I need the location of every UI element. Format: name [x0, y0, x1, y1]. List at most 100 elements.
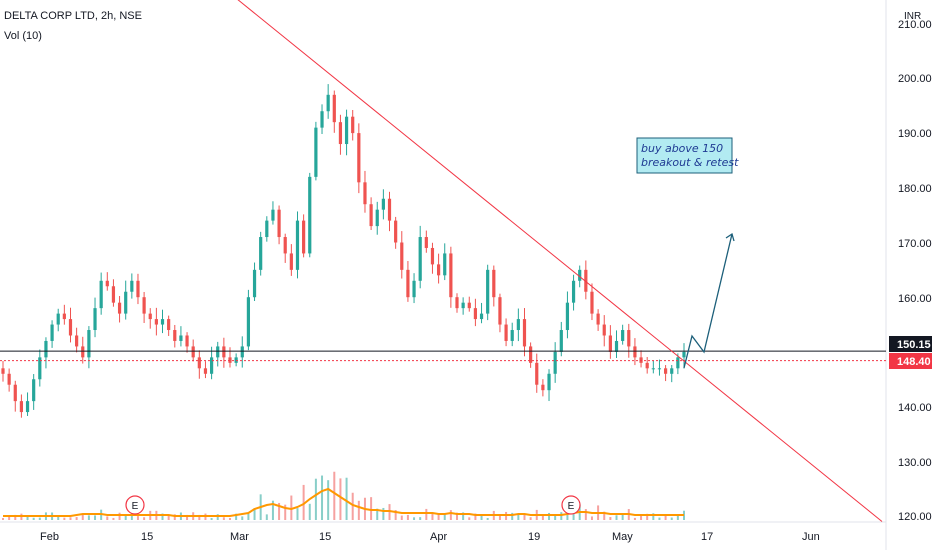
candle-body — [326, 94, 330, 112]
x-tick-label: May — [612, 531, 633, 543]
candle-body — [498, 297, 502, 325]
candle-body — [148, 313, 152, 320]
candle-body — [295, 220, 300, 270]
candle-body — [216, 346, 220, 358]
volume-indicator-label[interactable]: Vol (10) — [4, 30, 42, 42]
volume-bar — [388, 504, 391, 520]
volume-bar — [419, 517, 422, 520]
volume-bar — [38, 517, 41, 520]
volume-bar — [87, 515, 90, 520]
candle-body — [87, 330, 91, 358]
volume-bar — [118, 512, 121, 520]
volume-bar — [498, 515, 501, 520]
candle-body — [277, 209, 281, 238]
candle-body — [271, 209, 275, 221]
volume-bar — [443, 514, 446, 520]
volume-bar — [425, 508, 428, 520]
candle-body — [406, 269, 410, 298]
earnings-marker[interactable]: E — [561, 495, 581, 515]
volume-bar — [308, 503, 311, 520]
time-axis[interactable]: Feb 15 Mar 15 Apr 19 May 17 Jun — [40, 531, 820, 543]
volume-bar — [314, 478, 317, 520]
level-price-tag[interactable]: 150.15 — [889, 336, 932, 352]
volume-bar — [413, 517, 416, 520]
arrow-head — [725, 232, 735, 242]
x-tick-label: Mar — [230, 531, 249, 543]
volume-bar — [376, 508, 379, 520]
candle-body — [320, 111, 324, 128]
candle-body — [510, 330, 514, 341]
symbol-title[interactable]: DELTA CORP LTD, 2h, NSE — [4, 10, 142, 22]
x-tick-label: Apr — [430, 531, 447, 543]
volume-bar — [26, 515, 29, 520]
volume-bar — [136, 516, 139, 520]
descending-trendline[interactable] — [200, 0, 883, 522]
x-tick-label: 17 — [701, 531, 713, 543]
volume-bar — [265, 514, 268, 520]
candle-body — [32, 379, 36, 402]
candle-body — [424, 237, 428, 248]
candle-body — [676, 357, 680, 369]
volume-bar — [474, 513, 477, 520]
volume-bar — [296, 508, 299, 520]
volume-bar — [658, 517, 661, 520]
candle-body — [142, 297, 146, 314]
volume-bar — [63, 517, 66, 520]
volume-bar — [210, 518, 213, 520]
candle-body — [191, 346, 195, 358]
volume-bar — [106, 516, 109, 520]
candle-body — [124, 291, 128, 314]
volume-bar — [229, 518, 231, 520]
volume-bar — [351, 492, 354, 520]
candle-body — [246, 297, 251, 347]
candle-body — [369, 204, 373, 227]
candle-body — [553, 351, 557, 374]
candle-body — [179, 335, 183, 341]
volume-bar — [449, 510, 452, 520]
note-line-2: breakout & retest — [641, 156, 739, 169]
projection-arrow[interactable] — [683, 233, 733, 369]
last-price-tag[interactable]: 148.40 — [889, 353, 932, 369]
x-tick-label: 19 — [528, 531, 540, 543]
volume-bar — [69, 517, 72, 520]
volume-bar — [548, 512, 551, 520]
volume-bar — [431, 513, 434, 520]
candle-body — [68, 319, 73, 336]
volume-bar — [278, 502, 281, 520]
volume-bar — [235, 513, 238, 520]
y-tick-label: 190.00 — [898, 128, 932, 140]
volume-bar — [2, 518, 4, 520]
x-tick-label: Feb — [40, 531, 59, 543]
volume-bar — [143, 517, 146, 520]
volume-bar — [345, 477, 348, 520]
earnings-marker[interactable]: E — [125, 495, 145, 515]
volume-bar — [167, 515, 170, 520]
volume-bar — [468, 517, 471, 520]
note-callout[interactable]: buy above 150 breakout & retest — [636, 137, 739, 174]
volume-bar — [511, 512, 514, 520]
volume-bar — [621, 514, 624, 520]
y-tick-label: 130.00 — [898, 457, 932, 469]
currency-label: INR — [904, 11, 921, 22]
volume-bar — [646, 513, 649, 520]
volume-bar — [640, 514, 643, 520]
volume-bar — [112, 517, 115, 520]
level-price-text: 150.15 — [897, 339, 931, 351]
volume-bar — [406, 514, 409, 520]
candle-body — [136, 280, 140, 298]
volume-bar — [652, 513, 655, 520]
candle-body — [535, 362, 539, 385]
candle-body — [99, 280, 103, 309]
candle-body — [332, 94, 336, 123]
candle-body — [105, 280, 109, 287]
volume-bar — [222, 517, 225, 520]
price-axis[interactable]: 120.00 130.00 140.00 160.00 170.00 180.0… — [898, 19, 932, 523]
candle-body — [203, 368, 208, 374]
candle-body — [565, 302, 570, 331]
y-tick-label: 180.00 — [898, 183, 932, 195]
candle-body — [430, 247, 435, 265]
y-tick-label: 170.00 — [898, 238, 932, 250]
candle-body — [492, 269, 496, 298]
volume-bar — [198, 514, 201, 520]
